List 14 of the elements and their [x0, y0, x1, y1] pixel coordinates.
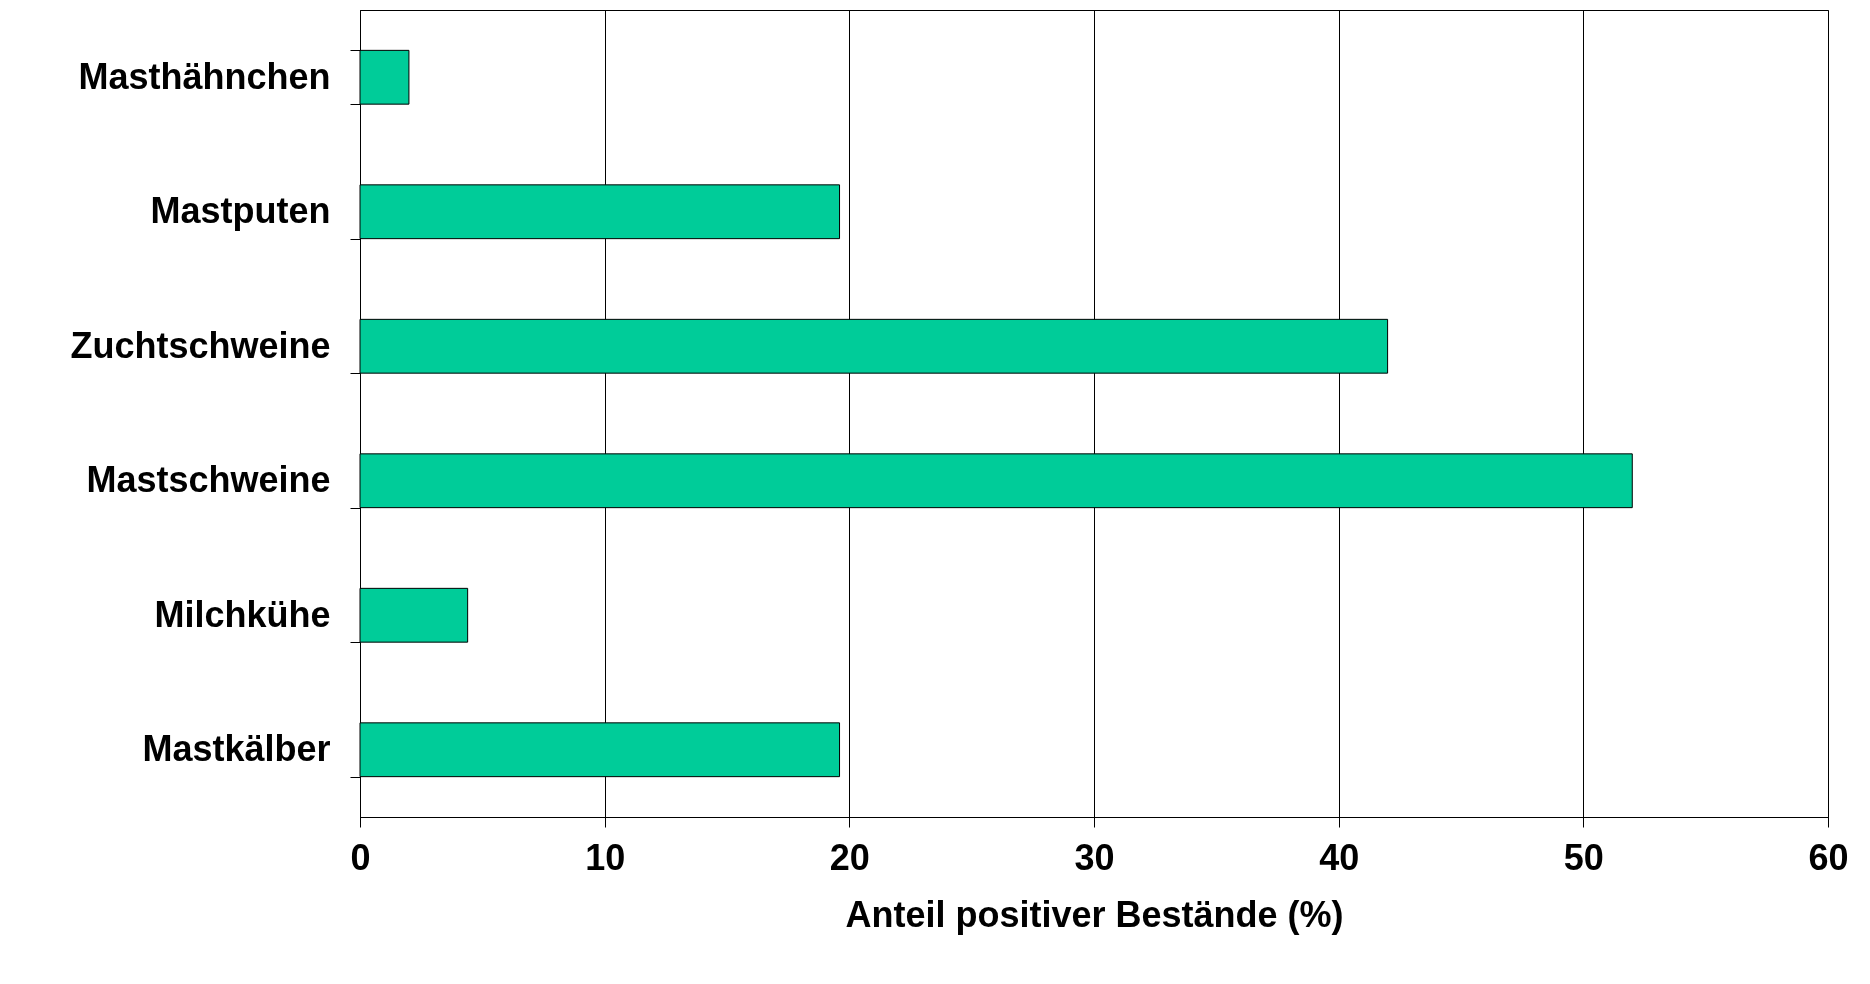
- x-tick-label: 20: [829, 836, 870, 878]
- x-axis-title: Anteil positiver Bestände (%): [845, 893, 1344, 935]
- x-tick-label: 30: [1074, 836, 1115, 878]
- x-tick-label: 0: [350, 836, 371, 878]
- y-tick-label: Mastschweine: [86, 459, 331, 501]
- y-tick-label: Mastputen: [150, 190, 331, 232]
- y-tick-label: Mastkälber: [142, 728, 331, 770]
- y-tick-label: Masthähnchen: [78, 55, 331, 97]
- x-tick-label: 60: [1808, 836, 1849, 878]
- y-tick-label: Milchkühe: [154, 593, 331, 635]
- y-tick-label: Zuchtschweine: [70, 324, 331, 366]
- x-tick-label: 50: [1563, 836, 1604, 878]
- x-tick-label: 40: [1319, 836, 1360, 878]
- x-tick-label: 10: [585, 836, 626, 878]
